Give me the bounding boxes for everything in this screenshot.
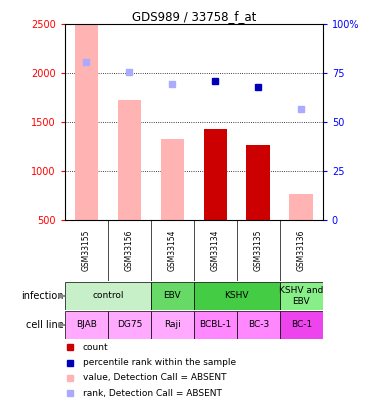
Bar (161, 139, 184, 220)
Text: rank, Detection Call = ABSENT: rank, Detection Call = ABSENT (83, 389, 222, 398)
Bar (289, 194, 313, 220)
Text: BC-3: BC-3 (248, 320, 269, 329)
Text: GSM33155: GSM33155 (82, 230, 91, 271)
Bar (75, 24, 98, 220)
Title: GDS989 / 33758_f_at: GDS989 / 33758_f_at (132, 10, 256, 23)
Text: Raji: Raji (164, 320, 181, 329)
Bar (151, 282, 194, 310)
Text: infection: infection (22, 291, 64, 301)
Text: value, Detection Call = ABSENT: value, Detection Call = ABSENT (83, 373, 226, 382)
Bar (194, 282, 280, 310)
Text: BJAB: BJAB (76, 320, 97, 329)
Text: count: count (83, 343, 109, 352)
Bar (65, 311, 108, 339)
Text: cell line: cell line (26, 320, 64, 330)
Bar (237, 311, 280, 339)
Text: DG75: DG75 (117, 320, 142, 329)
Bar (204, 129, 227, 220)
Bar (194, 311, 237, 339)
Text: EBV: EBV (164, 291, 181, 301)
Text: BCBL-1: BCBL-1 (199, 320, 232, 329)
Bar (118, 100, 141, 220)
Bar (280, 311, 323, 339)
Text: BC-1: BC-1 (290, 320, 312, 329)
Bar (280, 282, 323, 310)
Text: control: control (92, 291, 124, 301)
Text: GSM33135: GSM33135 (254, 230, 263, 271)
Text: GSM33136: GSM33136 (297, 230, 306, 271)
Text: GSM33154: GSM33154 (168, 230, 177, 271)
Bar (65, 282, 151, 310)
Text: KSHV and
EBV: KSHV and EBV (279, 286, 324, 306)
Bar (151, 311, 194, 339)
Bar (108, 311, 151, 339)
Text: percentile rank within the sample: percentile rank within the sample (83, 358, 236, 367)
Text: GSM33134: GSM33134 (211, 230, 220, 271)
Text: KSHV: KSHV (224, 291, 249, 301)
Text: GSM33156: GSM33156 (125, 230, 134, 271)
Bar (246, 145, 270, 220)
